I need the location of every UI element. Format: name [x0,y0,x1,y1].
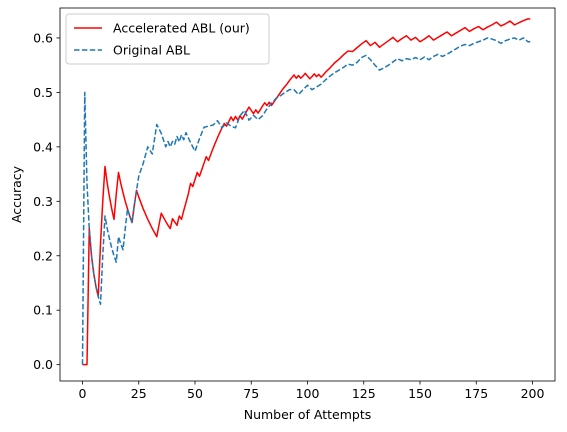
y-tick-label: 0.6 [33,30,53,45]
x-tick-label: 75 [243,386,259,401]
y-axis-label: Accuracy [9,165,24,223]
x-axis-ticks: 0 25 50 75 100 125 150 175 200 [79,381,545,401]
x-tick-label: 175 [464,386,488,401]
y-tick-label: 0.2 [33,248,53,263]
x-tick-label: 50 [187,386,203,401]
x-tick-label: 100 [296,386,320,401]
y-axis-ticks: 0.0 0.1 0.2 0.3 0.4 0.5 0.6 [33,30,60,372]
x-tick-label: 150 [408,386,432,401]
x-tick-label: 125 [352,386,376,401]
y-tick-label: 0.0 [33,357,53,372]
x-tick-label: 200 [521,386,545,401]
x-axis-label: Number of Attempts [244,407,372,422]
y-tick-label: 0.5 [33,85,53,100]
x-tick-label: 0 [79,386,87,401]
legend-label-original-abl: Original ABL [113,43,190,58]
x-tick-label: 25 [131,386,147,401]
series-line-accelerated-abl-our [82,18,531,366]
series-line-original-abl [81,37,531,365]
legend-box [65,13,270,65]
series-layer [81,18,531,366]
y-tick-label: 0.3 [33,194,53,209]
plot-area [60,8,555,381]
y-tick-label: 0.1 [33,303,53,318]
y-tick-label: 0.4 [33,139,53,154]
legend: Accelerated ABL (our) Original ABL [65,13,270,65]
legend-label-accelerated-abl: Accelerated ABL (our) [113,21,250,36]
